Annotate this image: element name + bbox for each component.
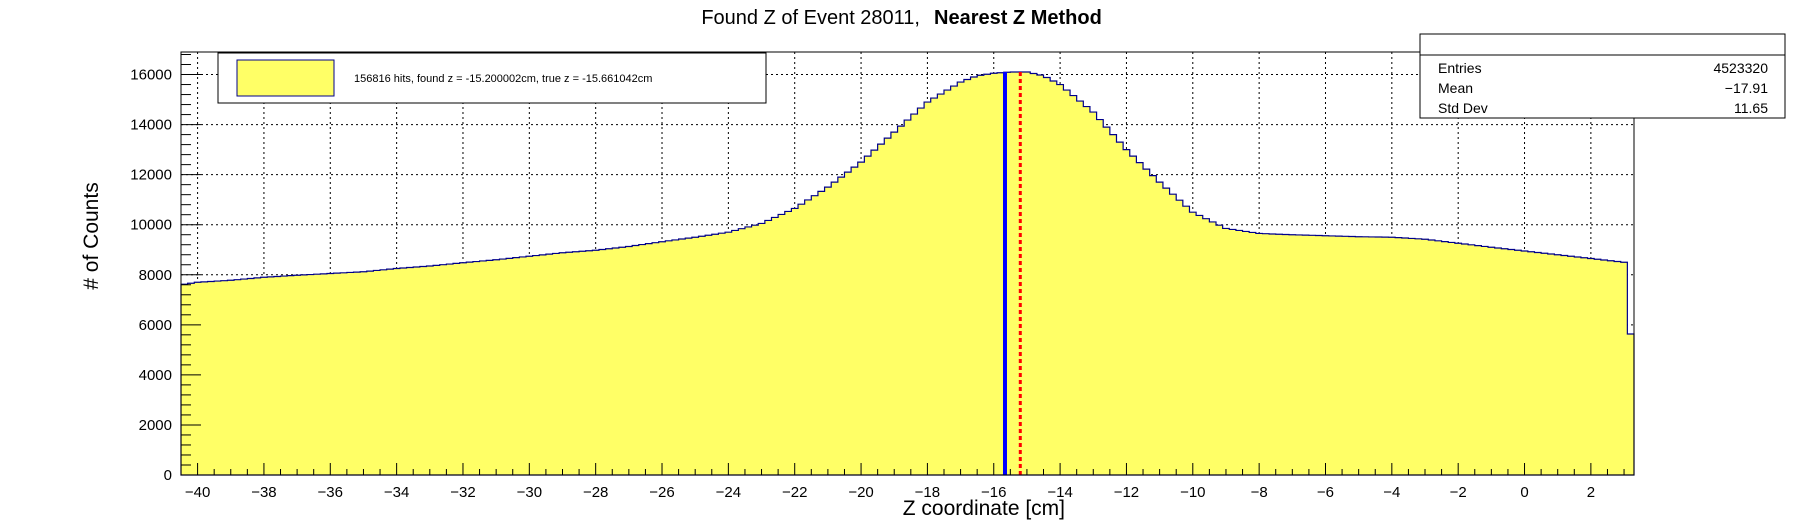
x-tick-label: −18 xyxy=(915,484,940,501)
histogram-series xyxy=(180,71,1635,476)
x-axis-ticks: −40 −38 −36 −34 −32 −30 −28 −26 −24 −22 −20 −18 −16−… xyxy=(180,463,1625,501)
x-tick-label: −8 xyxy=(1251,484,1268,501)
legend-swatch xyxy=(236,59,335,97)
chart-title-method: Nearest Z Method xyxy=(934,7,1102,29)
stats-mean-label: Mean xyxy=(1438,80,1473,96)
stats-stddev-value: 11.65 xyxy=(1734,100,1768,116)
histogram-area xyxy=(180,71,1635,476)
z-markers xyxy=(1002,72,1022,475)
x-tick-label: −32 xyxy=(450,484,475,501)
y-tick-label: 6000 xyxy=(139,317,172,334)
stats-frame xyxy=(1419,33,1786,119)
x-tick-label: −24 xyxy=(716,484,741,501)
y-tick-label: 8000 xyxy=(139,267,172,284)
x-tick-label: 2 xyxy=(1587,484,1595,501)
x-tick-label: −36 xyxy=(318,484,343,501)
y-tick-label: 16000 xyxy=(130,67,172,84)
x-tick-label: −40 xyxy=(185,484,210,501)
y-axis-title: # of Counts xyxy=(80,182,103,289)
x-tick-label: −12 xyxy=(1114,484,1139,501)
y-tick-label: 12000 xyxy=(130,167,172,184)
plot-frame xyxy=(180,51,1635,476)
stats-mean-value: −17.91 xyxy=(1725,80,1768,96)
y-tick-label: 10000 xyxy=(130,217,172,234)
x-tick-label: 0 xyxy=(1520,484,1528,501)
y-tick-label: 2000 xyxy=(139,417,172,434)
x-tick-label: −38 xyxy=(251,484,276,501)
y-tick-label: 4000 xyxy=(139,367,172,384)
x-tick-label: −16 xyxy=(981,484,1006,501)
x-tick-label: −2 xyxy=(1450,484,1467,501)
x-tick-label: −10 xyxy=(1180,484,1205,501)
x-tick-label: −30 xyxy=(517,484,542,501)
x-tick-label: −22 xyxy=(782,484,807,501)
y-tick-label: 14000 xyxy=(130,117,172,134)
x-tick-label: −26 xyxy=(649,484,674,501)
y-tick-label: 0 xyxy=(164,467,172,484)
legend-box: 156816 hits, found z = -15.200002cm, tru… xyxy=(217,52,767,104)
stats-stddev-label: Std Dev xyxy=(1438,100,1488,116)
stats-entries-value: 4523320 xyxy=(1713,60,1768,76)
x-tick-label: −14 xyxy=(1047,484,1072,501)
x-axis-title: Z coordinate [cm] xyxy=(903,497,1065,520)
x-tick-label: −6 xyxy=(1317,484,1334,501)
x-tick-label: −34 xyxy=(384,484,409,501)
chart-title-text: Found Z of Event 28011, xyxy=(701,7,920,29)
x-tick-label: −20 xyxy=(848,484,873,501)
x-tick-label: −4 xyxy=(1383,484,1400,501)
x-tick-label: −28 xyxy=(583,484,608,501)
plot-frame-rect xyxy=(180,51,1635,476)
stats-entries-label: Entries xyxy=(1438,60,1482,76)
stats-box: Entries 4523320 Mean −17.91 Std Dev 11.6… xyxy=(1419,33,1786,119)
y-axis-ticks: 0 2000 4000 6000 8000 10000 12000 14000 16000 xyxy=(130,54,201,484)
chart-title: Found Z of Event 28011, Nearest Z Method xyxy=(701,7,1101,29)
legend-label: 156816 hits, found z = -15.200002cm, tru… xyxy=(354,73,652,85)
